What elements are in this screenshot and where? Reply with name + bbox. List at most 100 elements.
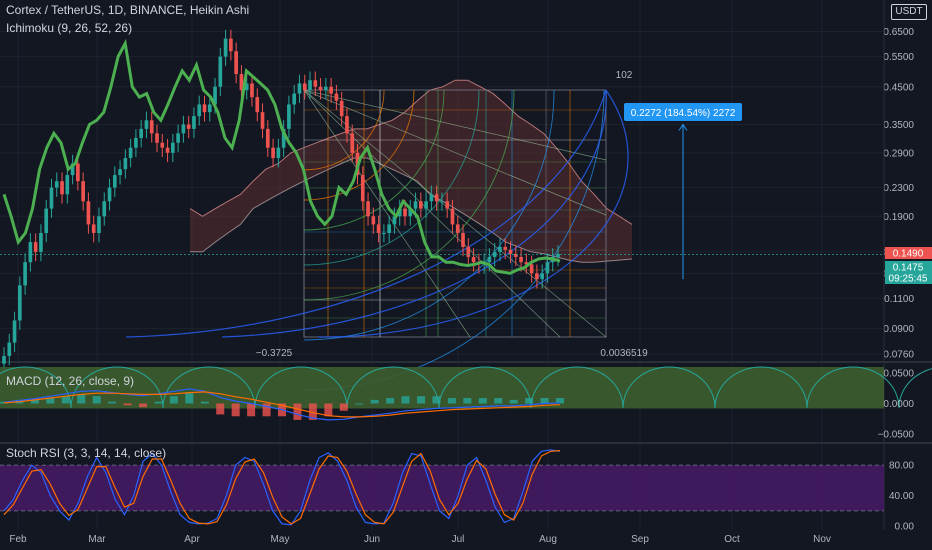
fib-label-right: 0.0036519 bbox=[600, 348, 648, 359]
candle bbox=[160, 142, 165, 148]
candle bbox=[466, 246, 471, 257]
macd-histogram-bar bbox=[509, 399, 518, 404]
macd-arc bbox=[346, 366, 440, 409]
price-label: 0.1490 bbox=[893, 249, 924, 260]
x-tick-label: Nov bbox=[813, 534, 831, 545]
candle bbox=[339, 100, 344, 117]
candle bbox=[498, 246, 502, 252]
candle bbox=[134, 137, 138, 148]
candle bbox=[207, 104, 212, 113]
macd-histogram-bar bbox=[108, 401, 117, 404]
candle bbox=[440, 201, 444, 203]
y-tick-label: 0.1900 bbox=[883, 212, 914, 223]
candle bbox=[324, 86, 328, 91]
candle bbox=[234, 51, 238, 74]
macd-histogram-bar bbox=[200, 401, 209, 404]
macd-histogram-bar bbox=[293, 403, 302, 420]
macd-histogram-bar bbox=[324, 403, 333, 417]
macd-histogram-bar bbox=[556, 398, 564, 404]
y-tick-label: 0.5500 bbox=[883, 52, 914, 63]
macd-arc bbox=[438, 366, 532, 409]
macd-legend: MACD (12, 26, close, 9) bbox=[6, 374, 134, 388]
x-tick-label: Mar bbox=[88, 534, 106, 545]
x-tick-label: Aug bbox=[539, 534, 557, 545]
candle bbox=[107, 187, 112, 202]
candle bbox=[139, 128, 144, 138]
measure-label: 0.2272 (184.54%) 2272 bbox=[631, 108, 736, 119]
candle bbox=[434, 194, 439, 202]
candle bbox=[313, 80, 318, 87]
candle bbox=[392, 216, 397, 225]
candle bbox=[33, 242, 38, 252]
candle bbox=[529, 264, 534, 274]
candle bbox=[112, 175, 117, 188]
fib-arc bbox=[303, 89, 555, 341]
candle bbox=[403, 208, 407, 217]
candle bbox=[17, 285, 22, 321]
currency-button[interactable]: USDT bbox=[891, 4, 927, 20]
candle bbox=[155, 133, 159, 143]
candle bbox=[70, 163, 75, 176]
symbol-title[interactable]: Cortex / TetherUS, 1D, BINANCE, Heikin A… bbox=[6, 3, 250, 17]
fib-arc-blue bbox=[317, 89, 629, 338]
macd-histogram-bar bbox=[432, 396, 441, 404]
stoch-rsi-legend: Stoch RSI (3, 3, 14, 14, close) bbox=[6, 446, 166, 460]
macd-histogram-bar bbox=[231, 403, 240, 417]
price-label: 09:25:45 bbox=[889, 274, 928, 285]
macd-histogram-bar bbox=[339, 403, 348, 411]
macd-histogram-bar bbox=[525, 398, 534, 404]
ichimoku-cloud bbox=[190, 80, 632, 263]
candle bbox=[213, 86, 217, 105]
candle bbox=[329, 86, 333, 94]
ichimoku-lagging-span bbox=[2, 38, 561, 275]
fib-label-left: −0.3725 bbox=[256, 348, 293, 359]
fib-arc bbox=[303, 89, 515, 301]
candle bbox=[54, 181, 59, 188]
stoch-rsi-y-tick: 80.00 bbox=[889, 461, 914, 472]
macd-histogram-bar bbox=[77, 394, 86, 404]
macd-y-tick: −0.0500 bbox=[878, 429, 915, 440]
candle bbox=[7, 342, 12, 356]
candle bbox=[218, 56, 223, 87]
candle bbox=[229, 38, 233, 52]
candle bbox=[545, 262, 550, 274]
macd-histogram-bar bbox=[139, 403, 147, 408]
macd-histogram-bar bbox=[447, 398, 456, 404]
stoch-rsi-y-tick: 0.00 bbox=[895, 522, 915, 533]
stoch-rsi-d-line bbox=[3, 450, 561, 525]
fib-arc bbox=[303, 89, 445, 231]
candle bbox=[281, 128, 286, 148]
candle bbox=[144, 120, 149, 129]
macd-histogram-bar bbox=[185, 392, 194, 404]
y-tick-label: 0.1100 bbox=[884, 294, 914, 305]
candle bbox=[455, 224, 460, 234]
candle bbox=[297, 83, 302, 94]
x-tick-label: Jul bbox=[452, 534, 465, 545]
macd-histogram-bar bbox=[401, 396, 410, 404]
macd-arc bbox=[806, 366, 900, 409]
candle bbox=[128, 147, 133, 159]
candle bbox=[271, 147, 275, 159]
candle bbox=[181, 124, 186, 134]
fib-arc bbox=[303, 89, 480, 266]
candle bbox=[503, 246, 508, 250]
candle bbox=[28, 242, 33, 263]
candle bbox=[345, 116, 349, 134]
macd-arc bbox=[162, 366, 256, 409]
macd-histogram-bar bbox=[154, 401, 163, 404]
macd-histogram-bar bbox=[46, 398, 55, 404]
fib-arc-blue bbox=[221, 89, 607, 338]
macd-histogram-bar bbox=[169, 396, 178, 404]
candle bbox=[397, 208, 402, 217]
candle bbox=[12, 320, 17, 343]
candle bbox=[192, 116, 196, 129]
x-tick-label: May bbox=[271, 534, 290, 545]
macd-histogram-bar bbox=[30, 399, 39, 404]
fib-label-top: 102 bbox=[616, 70, 633, 81]
candle bbox=[424, 201, 428, 209]
macd-line bbox=[3, 388, 561, 421]
fib-arc-blue bbox=[125, 89, 607, 338]
ichimoku-legend[interactable]: Ichimoku (9, 26, 52, 26) bbox=[6, 21, 133, 35]
candle bbox=[318, 86, 323, 91]
